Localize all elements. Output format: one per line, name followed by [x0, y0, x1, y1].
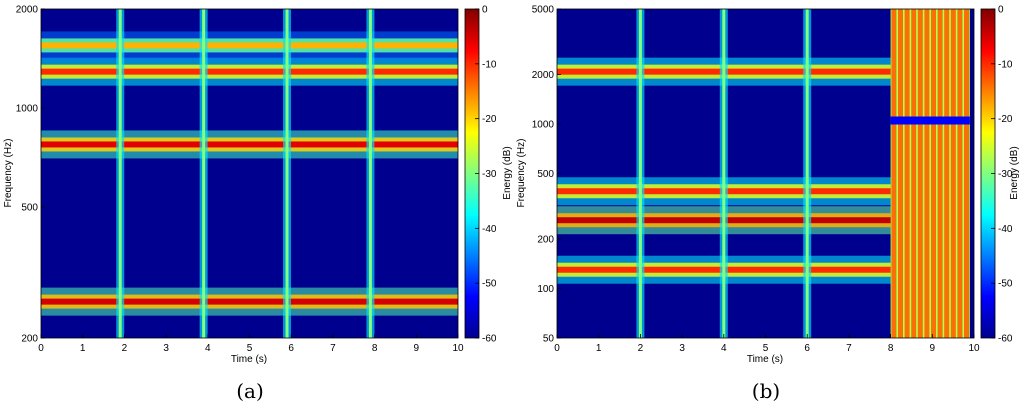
noise-region: [890, 9, 970, 338]
colorbar-tick-label: -60: [998, 334, 1013, 345]
noise-stripe: [957, 9, 963, 338]
x-tick-label: 10: [452, 343, 464, 354]
noise-stripe: [924, 9, 930, 338]
y-axis-label-b: Frequency (Hz): [516, 139, 527, 208]
harmonic-band: [41, 141, 458, 148]
noise-stripe: [937, 9, 943, 338]
harmonic-band: [41, 68, 458, 75]
colorbar-tick-label: -50: [482, 279, 497, 290]
y-axis-a: 200 500 1000 2000: [16, 5, 45, 345]
spectrogram-panel-a: 0 1 2 3 4 5 6 7 8 9 10 200 500 1000 2000 Time (s) Fre…: [3, 5, 513, 404]
noise-stripe: [911, 9, 917, 338]
x-tick-label: 8: [888, 343, 894, 354]
x-tick-label: 0: [38, 343, 44, 354]
colorbar-tick-label: -50: [998, 279, 1013, 290]
x-tick-label: 4: [721, 343, 727, 354]
colorbar-tick-label: -10: [998, 59, 1013, 70]
x-tick-label: 9: [414, 343, 420, 354]
noise-stripe: [917, 9, 923, 338]
noise-region-b: [890, 9, 970, 338]
x-tick-label: 2: [638, 343, 644, 354]
onset-transient: [202, 9, 206, 338]
noise-stripe: [944, 9, 950, 338]
x-tick-label: 6: [288, 343, 294, 354]
y-tick-label: 1000: [532, 119, 555, 130]
x-tick-label: 9: [930, 343, 936, 354]
colorbar-ticks-b: 0 -10 -20 -30 -40 -50 -60: [991, 5, 1013, 345]
noise-stripe: [931, 9, 937, 338]
x-tick-label: 10: [968, 343, 980, 354]
x-tick-label: 5: [247, 343, 253, 354]
noise-gap: [890, 116, 970, 125]
noise-stripe: [898, 9, 904, 338]
onset-transient: [722, 9, 726, 338]
onset-transient: [638, 9, 642, 338]
spectrogram-panel-b: 0 1 2 3 4 5 6 7 8 9 10 50 100 200 500 1000 2000 5000 Tim…: [516, 5, 1020, 404]
onset-group-b: [636, 9, 812, 338]
y-tick-label: 500: [537, 169, 554, 180]
onset-transient: [805, 9, 809, 338]
y-tick-label: 2000: [16, 5, 39, 16]
y-tick-label: 1000: [16, 104, 39, 115]
y-axis-label-a: Frequency (Hz): [3, 139, 14, 208]
colorbar-tick-label: 0: [482, 5, 488, 16]
x-tick-label: 3: [679, 343, 685, 354]
colorbar-tick-label: -30: [482, 169, 497, 180]
y-tick-label: 100: [537, 284, 554, 295]
y-tick-label: 200: [21, 334, 38, 345]
colorbar-tick-label: -20: [482, 114, 497, 125]
colorbar-label-b: Energy (dB): [1009, 146, 1020, 199]
y-axis-b: 50 100 200 500 1000 2000 5000: [532, 5, 561, 345]
x-tick-label: 7: [330, 343, 336, 354]
x-axis-label-b: Time (s): [747, 354, 783, 365]
x-tick-label: 4: [205, 343, 211, 354]
caption-b: (b): [752, 379, 780, 403]
colorbar-tick-label: -40: [482, 224, 497, 235]
colorbar-label-a: Energy (dB): [502, 146, 513, 199]
band-group-a: [41, 31, 458, 316]
x-axis-b: 0 1 2 3 4 5 6 7 8 9 10: [554, 334, 980, 354]
onset-transient: [285, 9, 289, 338]
y-tick-label: 200: [537, 234, 554, 245]
colorbar-tick-label: -30: [998, 169, 1013, 180]
colorbar-tick-label: -10: [482, 59, 497, 70]
harmonic-band: [41, 298, 458, 305]
x-tick-label: 8: [372, 343, 378, 354]
colorbar-tick-label: 0: [998, 5, 1004, 16]
y-tick-label: 5000: [532, 5, 555, 16]
onset-transient: [368, 9, 372, 338]
noise-stripe: [964, 9, 970, 338]
x-tick-label: 6: [804, 343, 810, 354]
noise-stripe: [904, 9, 910, 338]
x-tick-label: 7: [846, 343, 852, 354]
noise-stripe: [891, 9, 897, 338]
x-tick-label: 1: [596, 343, 602, 354]
caption-a: (a): [236, 379, 264, 403]
y-tick-label: 50: [543, 334, 555, 345]
onset-transient: [118, 9, 122, 338]
colorbar-tick-label: -20: [998, 114, 1013, 125]
x-axis-a: 0 1 2 3 4 5 6 7 8 9 10: [38, 334, 464, 354]
y-tick-label: 2000: [532, 70, 555, 81]
x-tick-label: 2: [122, 343, 128, 354]
colorbar-ticks-a: 0 -10 -20 -30 -40 -50 -60: [475, 5, 497, 345]
x-tick-label: 0: [554, 343, 560, 354]
colorbar-tick-label: -60: [482, 334, 497, 345]
x-tick-label: 5: [763, 343, 769, 354]
x-axis-label-a: Time (s): [231, 354, 267, 365]
noise-stripe: [950, 9, 956, 338]
x-tick-label: 3: [163, 343, 169, 354]
harmonic-band: [41, 42, 458, 49]
x-tick-label: 1: [80, 343, 86, 354]
y-tick-label: 500: [21, 203, 38, 214]
colorbar-tick-label: -40: [998, 224, 1013, 235]
onset-group-a: [116, 9, 375, 338]
